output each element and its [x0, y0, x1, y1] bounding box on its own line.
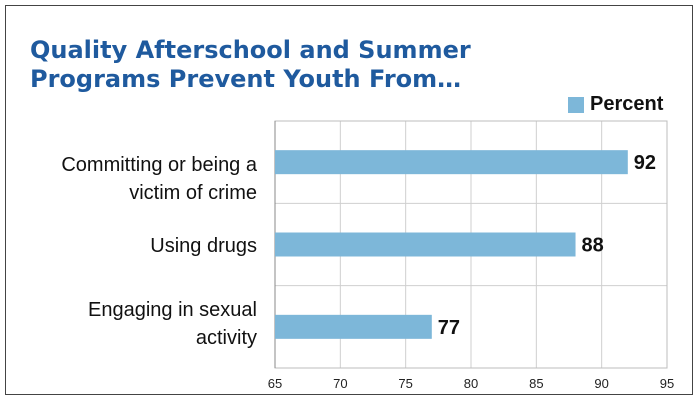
x-tick-label-80: 80 — [464, 376, 478, 391]
bar-2 — [275, 314, 432, 339]
x-tick-label-85: 85 — [529, 376, 543, 391]
bar-1 — [275, 232, 576, 257]
legend-label: Percent — [590, 93, 664, 115]
data-label-0: 92 — [634, 152, 656, 174]
x-tick-label-70: 70 — [333, 376, 347, 391]
category-label-drugs: Using drugs — [150, 235, 257, 257]
legend: Percent — [568, 93, 663, 116]
chart-title: Quality Afterschool and Summer Programs … — [30, 36, 471, 93]
legend-swatch — [568, 96, 584, 113]
category-label-sexual-activity: Engaging in sexual activity — [87, 299, 257, 349]
x-tick-label-90: 90 — [594, 376, 608, 391]
x-tick-label-95: 95 — [660, 376, 674, 391]
x-tick-label-75: 75 — [398, 376, 412, 391]
bar-0 — [275, 150, 628, 175]
category-label-crime: Committing or being a victim of crime — [61, 154, 257, 204]
data-label-2: 77 — [438, 317, 460, 339]
data-label-1: 88 — [582, 235, 604, 257]
x-tick-label-65: 65 — [268, 376, 282, 391]
